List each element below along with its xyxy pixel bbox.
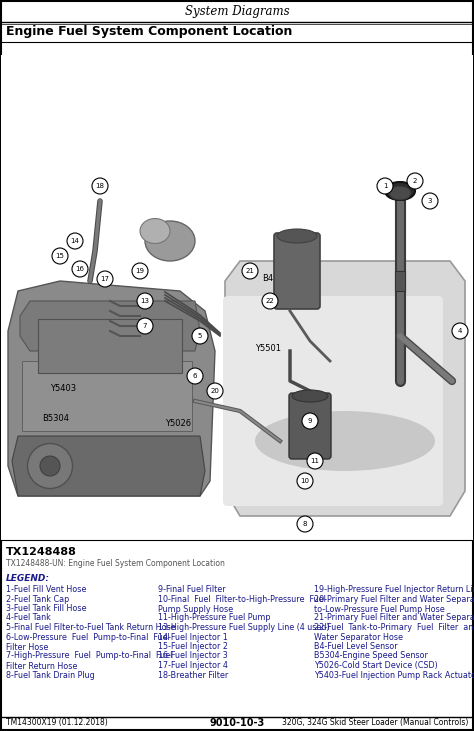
Circle shape bbox=[452, 323, 468, 339]
Ellipse shape bbox=[255, 411, 435, 471]
Ellipse shape bbox=[140, 219, 170, 243]
Text: 1: 1 bbox=[383, 183, 387, 189]
Circle shape bbox=[307, 453, 323, 469]
Circle shape bbox=[207, 383, 223, 399]
Polygon shape bbox=[20, 301, 200, 351]
Text: B4: B4 bbox=[262, 274, 273, 283]
Text: 7: 7 bbox=[143, 323, 147, 329]
Text: Y5403-Fuel Injection Pump Rack Actuator: Y5403-Fuel Injection Pump Rack Actuator bbox=[314, 670, 474, 680]
Text: 9: 9 bbox=[308, 418, 312, 424]
Text: B4-Fuel Level Sensor: B4-Fuel Level Sensor bbox=[314, 642, 398, 651]
Ellipse shape bbox=[40, 456, 60, 476]
Text: 17-Fuel Injector 4: 17-Fuel Injector 4 bbox=[158, 661, 228, 670]
Polygon shape bbox=[225, 261, 465, 516]
Text: 6: 6 bbox=[193, 373, 197, 379]
Text: 7-High-Pressure  Fuel  Pump-to-Final  Fuel
Filter Return Hose: 7-High-Pressure Fuel Pump-to-Final Fuel … bbox=[6, 651, 173, 671]
Circle shape bbox=[67, 233, 83, 249]
Text: TX1248488: TX1248488 bbox=[6, 547, 77, 557]
Text: 2-Fuel Tank Cap: 2-Fuel Tank Cap bbox=[6, 594, 69, 604]
Ellipse shape bbox=[145, 221, 195, 261]
Text: 22: 22 bbox=[265, 298, 274, 304]
Text: 16-Fuel Injector 3: 16-Fuel Injector 3 bbox=[158, 651, 228, 661]
FancyBboxPatch shape bbox=[289, 393, 331, 459]
Text: System Diagrams: System Diagrams bbox=[185, 4, 289, 18]
Text: 10: 10 bbox=[301, 478, 310, 484]
Ellipse shape bbox=[292, 390, 328, 402]
Circle shape bbox=[192, 328, 208, 344]
Text: 9-Final Fuel Filter: 9-Final Fuel Filter bbox=[158, 585, 226, 594]
Text: 13: 13 bbox=[140, 298, 149, 304]
Polygon shape bbox=[12, 436, 205, 496]
Text: Y5026-Cold Start Device (CSD): Y5026-Cold Start Device (CSD) bbox=[314, 661, 438, 670]
Text: 19-High-Pressure Fuel Injector Return Line: 19-High-Pressure Fuel Injector Return Li… bbox=[314, 585, 474, 594]
Text: 18-Breather Filter: 18-Breather Filter bbox=[158, 670, 228, 680]
Text: 2: 2 bbox=[413, 178, 417, 184]
Circle shape bbox=[242, 263, 258, 279]
Text: 21-Primary Fuel Filter and Water Separator: 21-Primary Fuel Filter and Water Separat… bbox=[314, 613, 474, 623]
Text: 11-High-Pressure Fuel Pump: 11-High-Pressure Fuel Pump bbox=[158, 613, 271, 623]
Text: 17: 17 bbox=[100, 276, 109, 282]
Text: 5: 5 bbox=[198, 333, 202, 339]
Text: 8-Fuel Tank Drain Plug: 8-Fuel Tank Drain Plug bbox=[6, 670, 95, 680]
FancyBboxPatch shape bbox=[38, 319, 182, 373]
Text: 6-Low-Pressure  Fuel  Pump-to-Final  Fuel
Filter Hose: 6-Low-Pressure Fuel Pump-to-Final Fuel F… bbox=[6, 632, 170, 652]
Text: TM14300X19 (01.12.2018): TM14300X19 (01.12.2018) bbox=[6, 719, 108, 727]
Text: 4-Fuel Tank: 4-Fuel Tank bbox=[6, 613, 51, 623]
FancyBboxPatch shape bbox=[1, 55, 473, 540]
Text: Y5026: Y5026 bbox=[165, 419, 191, 428]
Text: Y5403: Y5403 bbox=[50, 384, 76, 393]
Text: B5304: B5304 bbox=[42, 414, 69, 423]
Polygon shape bbox=[8, 281, 215, 496]
Text: 15: 15 bbox=[55, 253, 64, 259]
Circle shape bbox=[137, 318, 153, 334]
Circle shape bbox=[262, 293, 278, 309]
Text: 20-Primary Fuel Filter and Water Separator-
to-Low-Pressure Fuel Pump Hose: 20-Primary Fuel Filter and Water Separat… bbox=[314, 594, 474, 614]
Text: 3-Fuel Tank Fill Hose: 3-Fuel Tank Fill Hose bbox=[6, 604, 86, 613]
Text: 320G, 324G Skid Steer Loader (Manual Controls): 320G, 324G Skid Steer Loader (Manual Con… bbox=[282, 719, 468, 727]
Circle shape bbox=[377, 178, 393, 194]
Ellipse shape bbox=[389, 186, 411, 200]
Circle shape bbox=[72, 261, 88, 277]
Text: 18: 18 bbox=[95, 183, 104, 189]
FancyBboxPatch shape bbox=[223, 296, 443, 506]
Circle shape bbox=[302, 413, 318, 429]
FancyBboxPatch shape bbox=[395, 271, 405, 291]
FancyBboxPatch shape bbox=[274, 233, 320, 309]
Circle shape bbox=[297, 473, 313, 489]
Circle shape bbox=[297, 516, 313, 532]
Text: 14-Fuel Injector 1: 14-Fuel Injector 1 bbox=[158, 632, 228, 642]
Text: TX1248488-UN: Engine Fuel System Component Location: TX1248488-UN: Engine Fuel System Compone… bbox=[6, 558, 225, 567]
Text: B5304-Engine Speed Sensor: B5304-Engine Speed Sensor bbox=[314, 651, 428, 661]
Text: 21: 21 bbox=[246, 268, 255, 274]
Text: 3: 3 bbox=[428, 198, 432, 204]
Text: 8: 8 bbox=[303, 521, 307, 527]
Text: Engine Fuel System Component Location: Engine Fuel System Component Location bbox=[6, 26, 292, 39]
Ellipse shape bbox=[27, 444, 73, 488]
Circle shape bbox=[137, 293, 153, 309]
Text: 10-Final  Fuel  Filter-to-High-Pressure  Fuel
Pump Supply Hose: 10-Final Fuel Filter-to-High-Pressure Fu… bbox=[158, 594, 326, 614]
Text: 11: 11 bbox=[310, 458, 319, 464]
Ellipse shape bbox=[385, 182, 415, 200]
Text: 14: 14 bbox=[71, 238, 80, 244]
Circle shape bbox=[52, 248, 68, 264]
Text: 15-Fuel Injector 2: 15-Fuel Injector 2 bbox=[158, 642, 228, 651]
Circle shape bbox=[92, 178, 108, 194]
Text: Y5501: Y5501 bbox=[255, 344, 281, 353]
Text: 19: 19 bbox=[136, 268, 145, 274]
Text: 16: 16 bbox=[75, 266, 84, 272]
Circle shape bbox=[407, 173, 423, 189]
Circle shape bbox=[132, 263, 148, 279]
Text: LEGEND:: LEGEND: bbox=[6, 574, 50, 583]
Text: 13-High-Pressure Fuel Supply Line (4 used): 13-High-Pressure Fuel Supply Line (4 use… bbox=[158, 623, 329, 632]
FancyBboxPatch shape bbox=[22, 361, 192, 431]
Circle shape bbox=[187, 368, 203, 384]
Text: 20: 20 bbox=[210, 388, 219, 394]
Text: 9010-10-3: 9010-10-3 bbox=[210, 718, 264, 728]
Circle shape bbox=[422, 193, 438, 209]
Text: 22-Fuel  Tank-to-Primary  Fuel  Filter  and
Water Separator Hose: 22-Fuel Tank-to-Primary Fuel Filter and … bbox=[314, 623, 474, 643]
Text: 1-Fuel Fill Vent Hose: 1-Fuel Fill Vent Hose bbox=[6, 585, 86, 594]
Circle shape bbox=[97, 271, 113, 287]
Ellipse shape bbox=[277, 229, 317, 243]
Text: 5-Final Fuel Filter-to-Fuel Tank Return Hose: 5-Final Fuel Filter-to-Fuel Tank Return … bbox=[6, 623, 176, 632]
